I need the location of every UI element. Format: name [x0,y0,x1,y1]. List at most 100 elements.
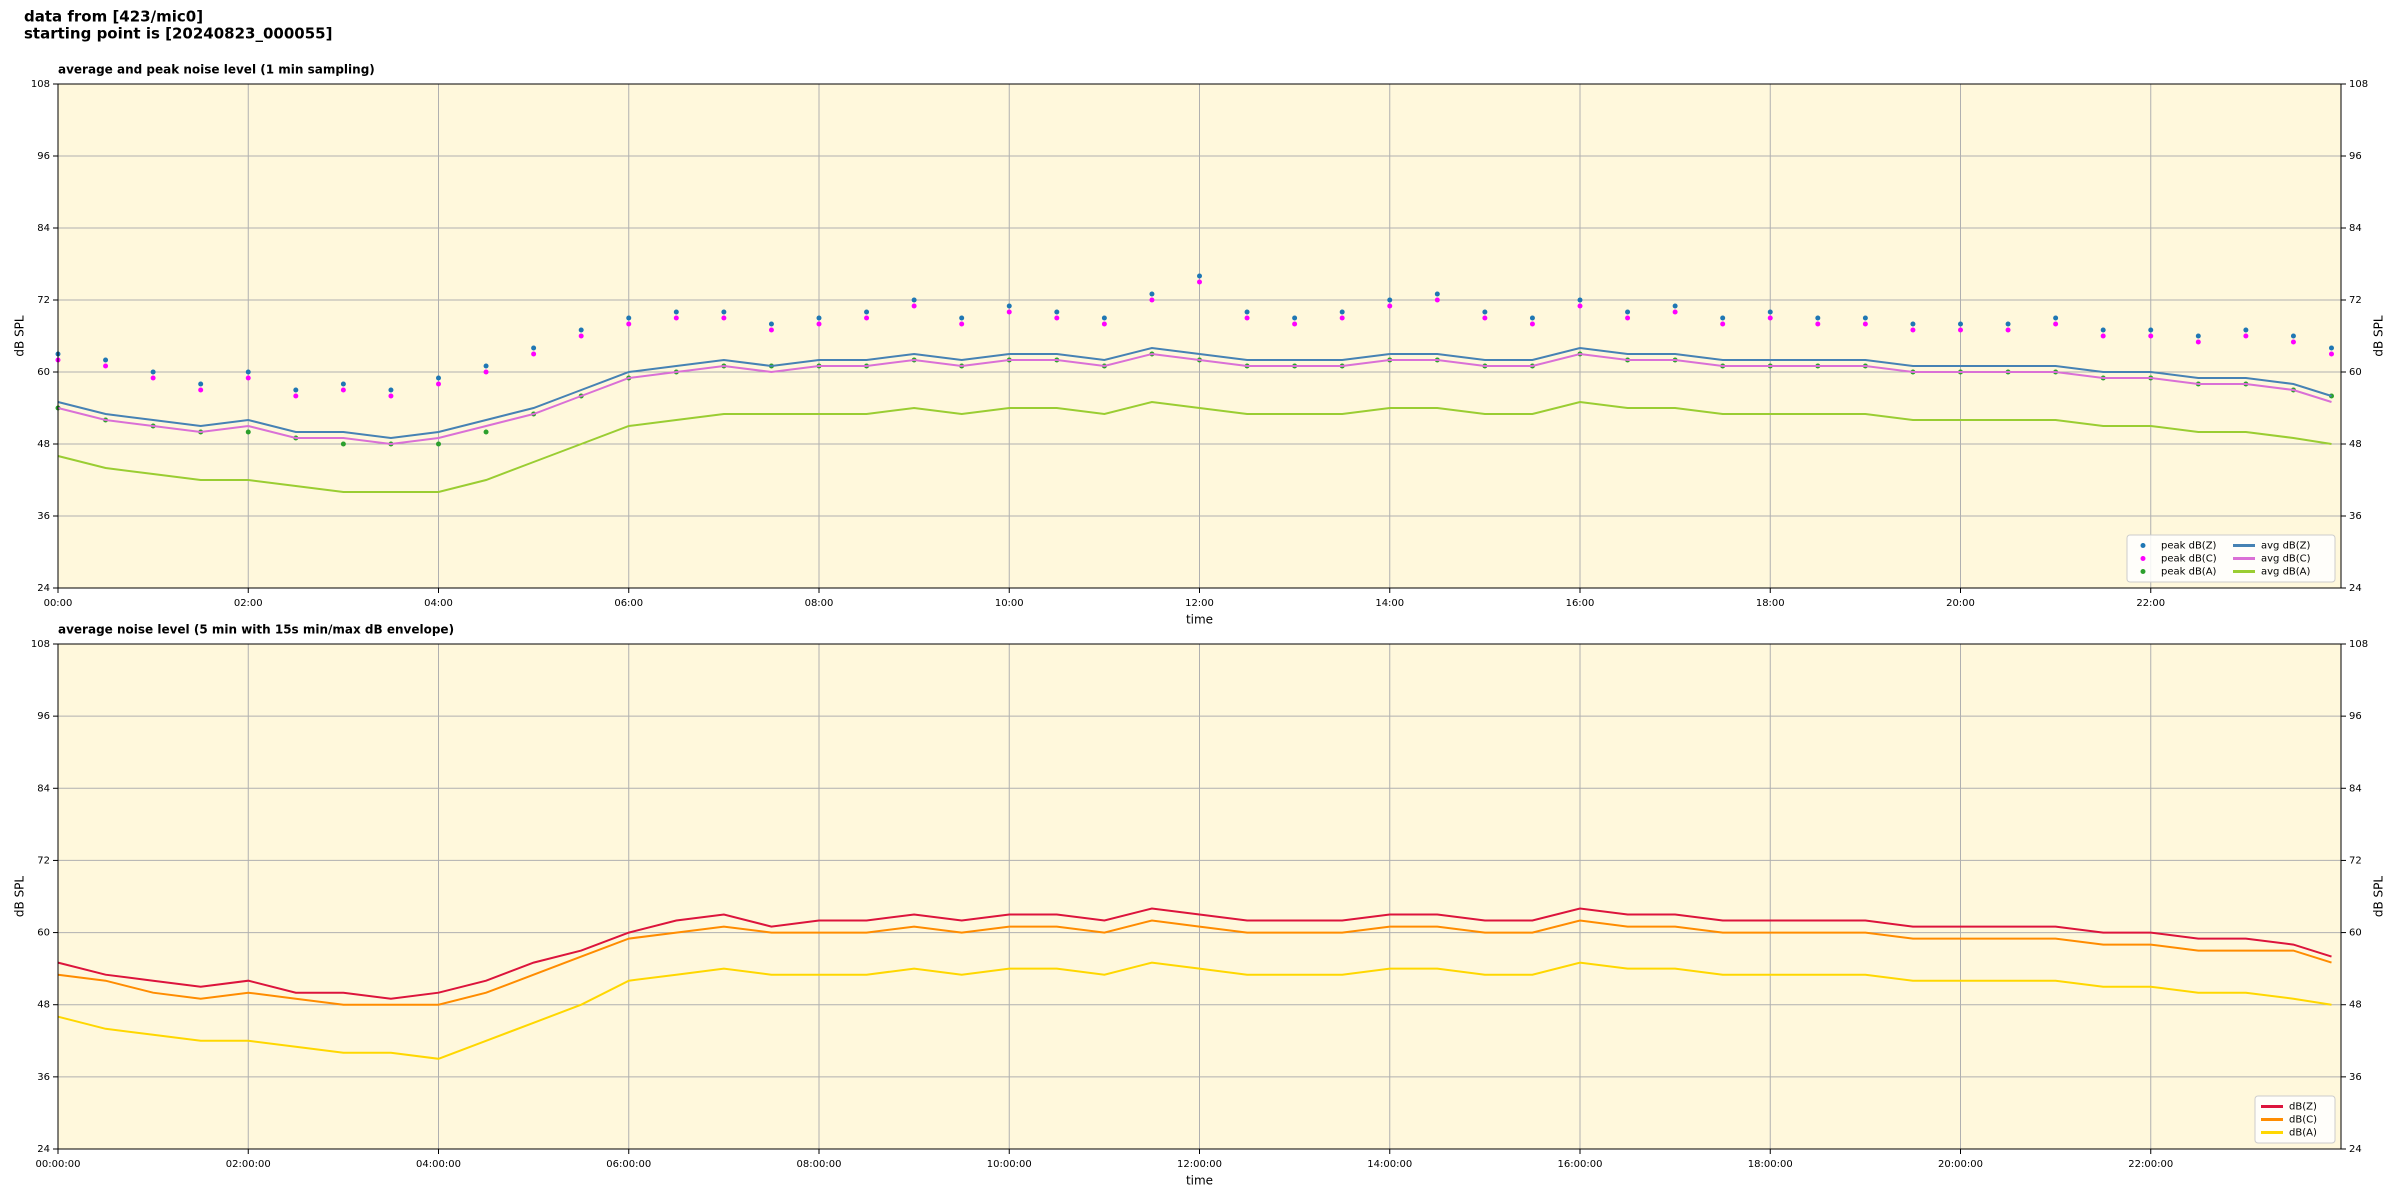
series-line [57,346,2332,440]
peak-point [2053,315,2059,321]
y-axis-label: dB SPL [2372,876,2386,918]
y-axis-label: dB SPL [13,876,27,918]
x-tick-label: 04:00:00 [416,1159,461,1170]
peak-point [1910,327,1916,333]
peak-point [721,309,727,315]
peak-point [2148,333,2154,339]
legend-label: dB(A) [2289,1128,2317,1139]
peak-point [436,441,441,447]
peak-point [1720,321,1726,327]
peak-point [1529,321,1535,327]
x-tick-label: 12:00 [1185,598,1214,609]
plot-frame [57,643,2342,1150]
x-axis-label: time [1186,613,1213,627]
peak-point [531,351,537,357]
x-tick-label: 18:00:00 [1748,1159,1793,1170]
peak-point [1339,315,1345,321]
y-tick-label: 60 [37,928,50,939]
peak-point [1815,321,1821,327]
peak-point [1006,303,1012,309]
y-tick-label: 96 [2349,711,2362,722]
peak-point [578,327,584,333]
series-line [57,919,2332,1006]
peak-point [673,315,679,321]
peak-point [1387,303,1393,309]
x-tick-label: 16:00 [1566,598,1595,609]
y-tick-label: 24 [37,1144,50,1155]
peak-point [388,393,394,399]
peak-point [1339,309,1345,315]
y-tick-label: 84 [2349,223,2362,234]
y-tick-label: 48 [2349,439,2362,450]
peak-point [721,315,727,321]
x-tick-label: 08:00 [805,598,834,609]
y-tick-label: 60 [2349,367,2362,378]
subplot-title: average noise level (5 min with 15s min/… [58,623,454,637]
y-axis-label: dB SPL [13,315,27,357]
series-line [57,907,2332,1000]
peak-point [1101,315,1107,321]
peak-point [293,393,299,399]
peak-point [959,315,965,321]
peak-point [1149,291,1155,297]
peak-point [245,369,251,375]
y-tick-label: 36 [2349,511,2362,522]
x-tick-label: 16:00:00 [1558,1159,1603,1170]
peak-point [245,375,251,381]
x-tick-label: 14:00 [1375,598,1404,609]
peak-point [1672,303,1678,309]
y-tick-label: 36 [2349,1072,2362,1083]
legend-label: peak dB(A) [2161,567,2217,578]
peak-point [2100,333,2106,339]
peak-point [2290,339,2296,345]
peak-point [436,381,441,387]
peak-point [103,357,109,363]
x-tick-label: 20:00 [1946,598,1975,609]
peak-point [1482,309,1488,315]
suptitle: data from [423/mic0] [24,8,203,26]
peak-point [864,309,870,315]
peak-point [673,309,679,315]
y-tick-label: 36 [37,511,50,522]
y-tick-label: 72 [2349,855,2362,866]
peak-point [816,315,822,321]
peak-point [1482,315,1488,321]
peak-point [2005,321,2011,327]
peak-point [1958,321,1963,327]
peak-point [816,321,822,327]
y-axis-label: dB SPL [2372,315,2386,357]
peak-point [768,321,774,327]
suptitle: starting point is [20240823_000055] [24,25,332,43]
subplot-title: average and peak noise level (1 min samp… [58,63,375,77]
x-tick-label: 04:00 [424,598,453,609]
peak-point [2243,327,2249,333]
legend-label: dB(C) [2289,1115,2317,1126]
y-tick-label: 24 [2349,1144,2362,1155]
peak-point [911,297,917,303]
peak-point [1862,321,1868,327]
peak-point [2328,351,2334,357]
peak-point [578,333,584,339]
y-tick-label: 84 [37,223,50,234]
x-tick-label: 02:00 [234,598,263,609]
legend-label: dB(Z) [2289,1102,2317,1113]
legend-marker [2140,556,2146,561]
peak-point [1054,315,1060,321]
x-tick-label: 18:00 [1756,598,1785,609]
legend-box [2126,534,2336,583]
peak-point [2243,333,2249,339]
legend-marker [2140,569,2146,574]
x-tick-label: 02:00:00 [226,1159,271,1170]
y-tick-label: 24 [37,583,50,594]
peak-point [626,315,632,321]
y-tick-label: 96 [37,151,50,162]
x-axis-label: time [1186,1174,1213,1188]
x-tick-label: 06:00 [614,598,643,609]
legend-label: avg dB(C) [2261,554,2311,565]
peak-point [2328,345,2334,351]
peak-point [483,429,489,435]
peak-point [1720,315,1726,321]
x-tick-label: 12:00:00 [1177,1159,1222,1170]
y-tick-label: 72 [37,295,50,306]
peak-point [1910,321,1916,327]
